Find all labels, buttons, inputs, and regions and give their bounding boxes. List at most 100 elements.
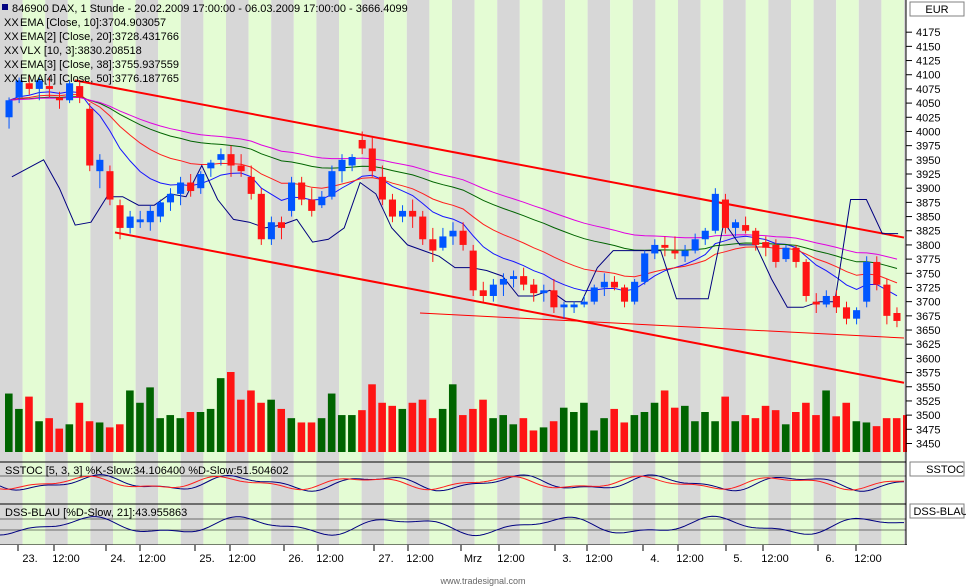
candle-body <box>288 182 296 211</box>
session-band <box>361 0 385 545</box>
candle-body <box>66 83 74 101</box>
volume-bar <box>469 408 477 452</box>
session-band <box>452 0 475 545</box>
trend-channel <box>74 79 905 384</box>
x-tick-label: 23. <box>22 553 37 565</box>
y-tick-label: 3450 <box>916 438 940 450</box>
candle-body <box>479 290 487 296</box>
volume-bar <box>95 422 104 452</box>
legend-entry: EMA[2] [Close, 20]:3728.431766 <box>20 31 179 43</box>
session-band <box>429 0 452 545</box>
candle-body <box>308 199 316 211</box>
y-tick-label: 4100 <box>916 70 940 82</box>
session-band <box>519 0 543 545</box>
volume-bar <box>317 418 326 452</box>
volume-bar <box>559 407 568 452</box>
candle-body <box>671 250 679 254</box>
candle-body <box>368 148 376 172</box>
session-band <box>339 0 362 545</box>
candle-body <box>742 225 750 231</box>
session-band <box>700 0 724 545</box>
candle-body <box>499 278 507 285</box>
dss-tag: DSS-BLAU <box>913 506 966 518</box>
candle-body <box>530 284 538 294</box>
volume-bar <box>247 390 255 452</box>
dss-tag-box <box>909 503 965 519</box>
session-band <box>587 0 611 545</box>
volume-bar <box>25 396 33 452</box>
candle-body <box>247 176 255 194</box>
volume-bar <box>630 415 639 452</box>
y-tick-label: 4150 <box>916 41 940 53</box>
volume-bar <box>660 390 669 452</box>
volume-bar <box>438 408 447 452</box>
sstoc-d-line <box>0 475 905 491</box>
session-band <box>836 0 859 545</box>
y-tick-label: 3475 <box>916 424 940 436</box>
volume-bar <box>792 412 800 452</box>
session-band <box>271 0 294 545</box>
candle-body <box>277 222 286 228</box>
candle-body <box>449 230 457 237</box>
candle-body <box>509 276 518 279</box>
volume-bars <box>5 372 921 452</box>
candle-body <box>197 174 205 189</box>
volume-bar <box>892 418 901 452</box>
volume-bar <box>761 405 770 452</box>
candle-body <box>489 284 497 296</box>
volume-bar <box>822 390 830 452</box>
y-tick-label: 3975 <box>916 141 940 153</box>
x-tick-label: 12:00 <box>761 553 789 565</box>
x-tick-label: Mrz <box>464 553 482 565</box>
volume-bar <box>781 424 790 452</box>
volume-bar <box>691 421 699 452</box>
candle-body <box>378 176 386 200</box>
currency-box <box>909 1 965 17</box>
volume-bar <box>368 384 376 452</box>
candle-body <box>681 250 689 257</box>
candle-body <box>156 202 164 217</box>
volume-bar <box>903 415 911 452</box>
volume-bar <box>55 428 64 452</box>
session-bands <box>0 0 906 545</box>
volume-bar <box>5 393 13 452</box>
y-tick-label: 3675 <box>916 311 940 323</box>
session-band <box>791 0 814 545</box>
candle-body <box>318 196 326 206</box>
candle-body <box>45 86 53 89</box>
ema-2-close-20-line <box>8 93 898 284</box>
legend-marker: XX <box>4 45 19 57</box>
price-axis[interactable]: 4175 4150 4125 4100 4075 4050 4025 4000 3975 3950… <box>906 27 940 450</box>
volume-bar <box>489 418 497 452</box>
volume-bar <box>610 408 618 452</box>
candle-body <box>691 239 699 251</box>
candle-body <box>96 159 104 172</box>
volume-bar <box>166 415 175 452</box>
candle-body <box>35 80 43 89</box>
time-axis[interactable]: 23. 12:00 24. 12:00 25. 12:00 26. 12:00 27. 12:00… <box>17 545 882 565</box>
volume-bar <box>15 408 23 452</box>
candle-body <box>580 301 588 305</box>
candle-body <box>863 261 871 302</box>
vlx-line <box>11 159 899 308</box>
price-axis-background <box>907 0 966 545</box>
volume-bar <box>428 418 437 452</box>
legend-marker: XX <box>4 59 19 71</box>
session-band <box>293 0 317 545</box>
y-tick-label: 3950 <box>916 155 940 167</box>
candle-body <box>641 253 649 282</box>
volume-bar <box>842 402 851 452</box>
candle-body <box>86 108 94 166</box>
volume-bar <box>398 408 407 452</box>
volume-bar <box>277 408 286 452</box>
y-tick-label: 4000 <box>916 126 940 138</box>
x-tick-label: 12:00 <box>676 553 704 565</box>
volume-bar <box>226 372 235 452</box>
candle-body <box>661 244 669 248</box>
y-tick-label: 4125 <box>916 56 940 68</box>
volume-bar <box>580 402 588 452</box>
session-band <box>406 0 430 545</box>
y-tick-label: 3625 <box>916 339 940 351</box>
volume-bar <box>600 418 608 452</box>
